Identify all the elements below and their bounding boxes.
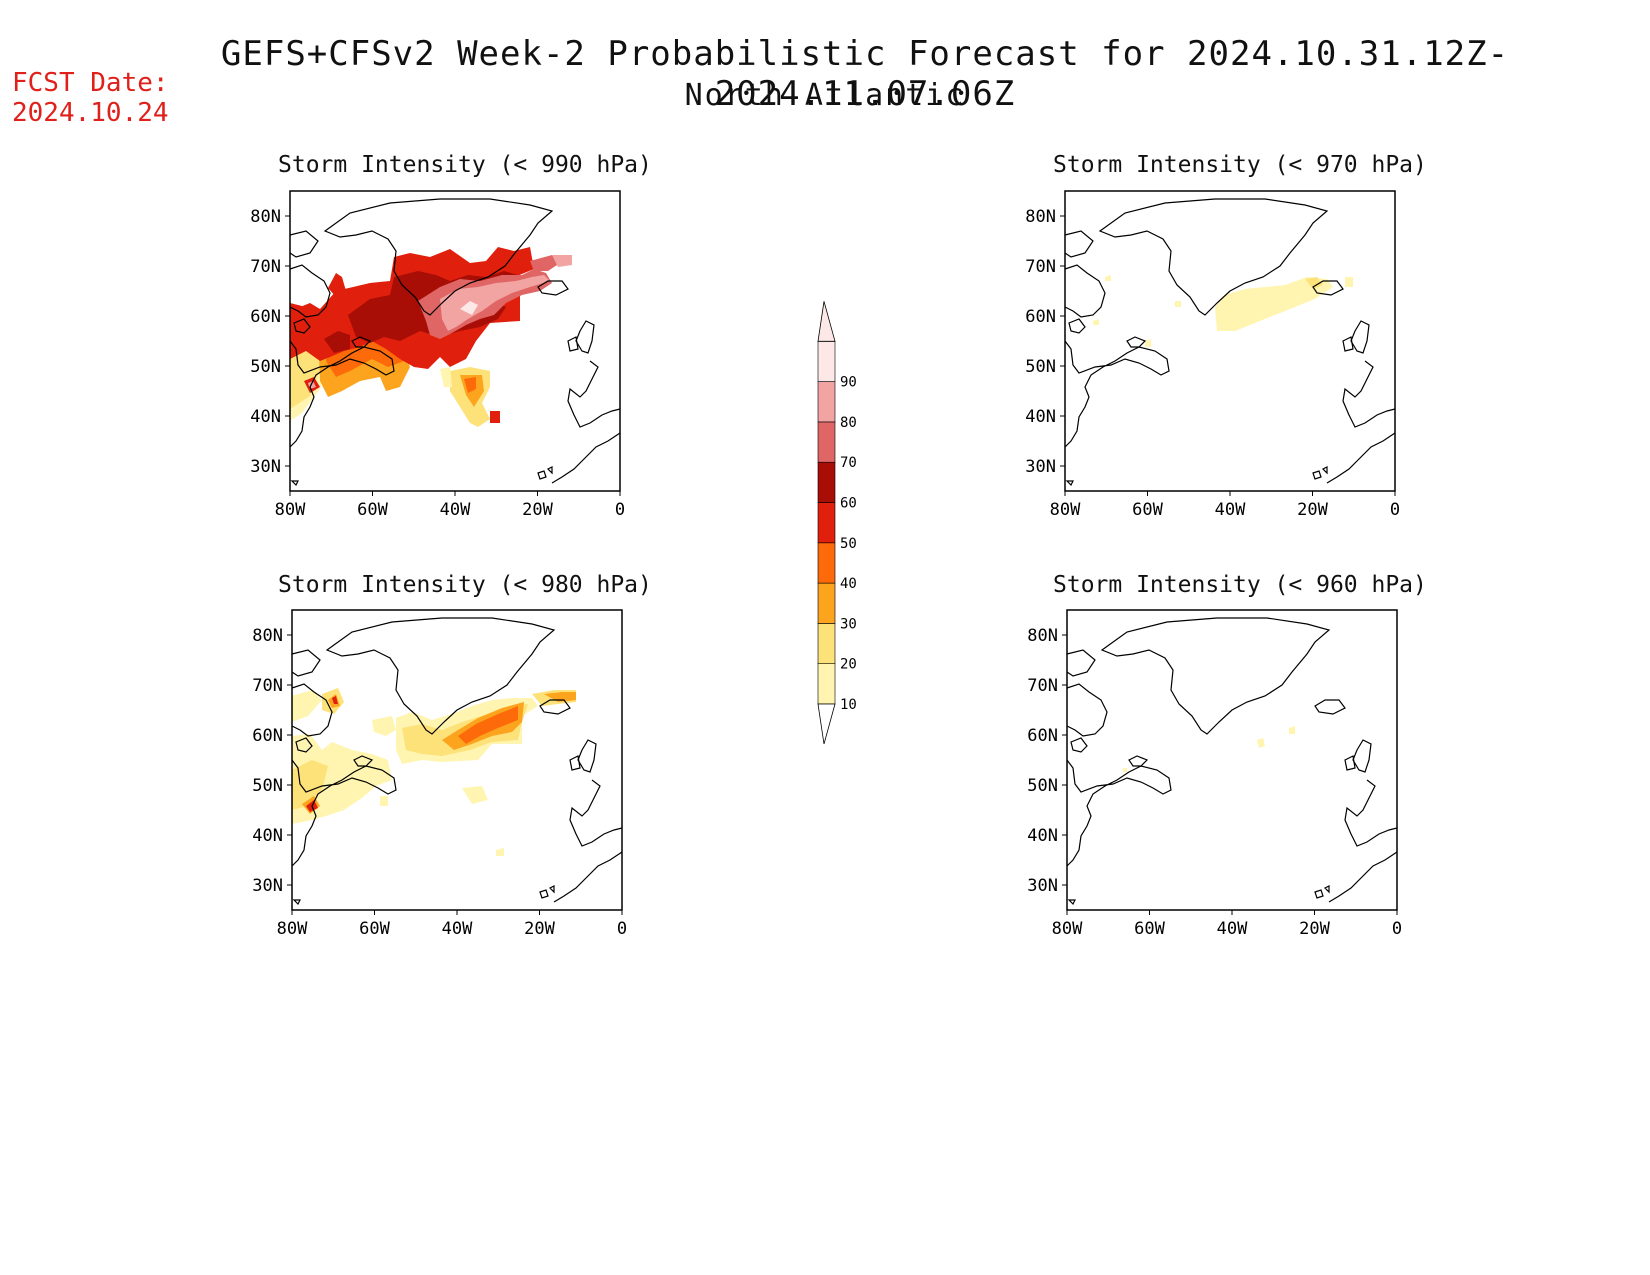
lat-tick-label: 70N [252,676,283,696]
lat-tick-label: 50N [252,776,283,796]
lat-tick-label: 30N [252,876,283,896]
lat-tick-label: 70N [1025,257,1056,277]
probability-field-970 [1093,275,1353,347]
map-frame-960 [1066,609,1398,911]
panel-title-980: Storm Intensity (< 980 hPa) [278,572,652,598]
lon-tick-label: 20W [1299,919,1330,939]
colorbar-cell [817,340,836,382]
colorbar-cell [817,663,836,705]
lat-tick-label: 70N [250,257,281,277]
colorbar-cell [817,381,836,423]
colorbar-top-arrow [817,301,836,342]
lat-tick-label: 30N [1027,876,1058,896]
lat-tick-label: 60N [1025,307,1056,327]
lat-tick-label: 40N [250,407,281,427]
lon-tick-label: 40W [440,500,471,520]
lat-tick-label: 40N [1027,826,1058,846]
colorbar-cell [817,461,836,503]
lat-axis-990: 80N 70N 60N 50N 40N 30N [250,207,290,477]
lat-tick-label: 40N [252,826,283,846]
panel-title-970: Storm Intensity (< 970 hPa) [1053,152,1427,178]
lon-axis-980: 80W 60W 40W 20W 0 [277,910,627,939]
lon-tick-label: 80W [277,919,308,939]
main-title: GEFS+CFSv2 Week-2 Probabilistic Forecast… [220,34,1510,114]
lon-tick-label: 20W [522,500,553,520]
lat-tick-label: 80N [252,626,283,646]
lon-tick-label: 0 [1392,919,1402,939]
lat-tick-label: 30N [250,457,281,477]
lat-tick-label: 80N [250,207,281,227]
colorbar-cell [817,623,836,665]
lon-tick-label: 0 [1390,500,1400,520]
lon-tick-label: 0 [615,500,625,520]
probability-field-980 [292,688,576,856]
colorbar-cell [817,421,836,463]
colorbar: 10 20 30 40 50 60 70 80 90 [817,301,857,745]
lon-tick-label: 80W [1052,919,1083,939]
colorbar-label: 70 [840,455,857,471]
colorbar-bottom-arrow [817,703,836,745]
lon-tick-label: 40W [1217,919,1248,939]
lon-tick-label: 80W [275,500,306,520]
lat-tick-label: 70N [1027,676,1058,696]
panel-title-960: Storm Intensity (< 960 hPa) [1053,572,1427,598]
lon-tick-label: 60W [359,919,390,939]
colorbar-cell [817,502,836,544]
lat-axis-960: 80N 70N 60N 50N 40N 30N [1027,626,1067,896]
lon-axis-970: 80W 60W 40W 20W 0 [1050,491,1400,520]
colorbar-label: 90 [840,375,857,391]
colorbar-label: 30 [840,616,857,632]
lat-axis-970: 80N 70N 60N 50N 40N 30N [1025,207,1065,477]
lon-tick-label: 40W [1215,500,1246,520]
forecast-date-block: FCST Date: 2024.10.24 [12,68,169,128]
colorbar-cell [817,542,836,584]
map-frame-970 [1064,190,1396,492]
lat-tick-label: 50N [250,357,281,377]
lat-tick-label: 50N [1027,776,1058,796]
probability-field-960 [1123,726,1295,772]
lon-tick-label: 80W [1050,500,1081,520]
lon-tick-label: 40W [442,919,473,939]
lon-axis-990: 80W 60W 40W 20W 0 [275,491,625,520]
colorbar-label: 10 [840,697,857,713]
colorbar-label: 60 [840,496,857,512]
lat-tick-label: 60N [1027,726,1058,746]
colorbar-label: 50 [840,536,857,552]
forecast-date-value: 2024.10.24 [12,98,169,128]
colorbar-label: 40 [840,576,857,592]
lat-tick-label: 60N [250,307,281,327]
lat-tick-label: 80N [1027,626,1058,646]
colorbar-cells [817,301,836,745]
lon-axis-960: 80W 60W 40W 20W 0 [1052,910,1402,939]
lon-tick-label: 60W [357,500,388,520]
probability-field-990 [290,247,572,427]
lon-tick-label: 0 [617,919,627,939]
lat-tick-label: 50N [1025,357,1056,377]
forecast-date-label: FCST Date: [12,68,169,98]
region-subtitle: North Atlantic [684,78,966,113]
map-panel-990: 80N 70N 60N 50N 40N 30N 80W 60W 40W 20W … [250,190,625,520]
lon-tick-label: 60W [1132,500,1163,520]
colorbar-label: 80 [840,415,857,431]
lat-tick-label: 80N [1025,207,1056,227]
lat-tick-label: 30N [1025,457,1056,477]
lon-tick-label: 20W [524,919,555,939]
lon-tick-label: 20W [1297,500,1328,520]
map-panel-980: 80N 70N 60N 50N 40N 30N 80W 60W 40W 20W … [252,609,627,939]
colorbar-cell [817,582,836,624]
colorbar-label: 20 [840,657,857,673]
colorbar-labels: 10 20 30 40 50 60 70 80 90 [840,375,857,713]
lat-axis-980: 80N 70N 60N 50N 40N 30N [252,626,292,896]
lon-tick-label: 60W [1134,919,1165,939]
lat-tick-label: 40N [1025,407,1056,427]
lat-tick-label: 60N [252,726,283,746]
map-panel-970: 80N 70N 60N 50N 40N 30N 80W 60W 40W 20W … [1025,190,1400,520]
panel-title-990: Storm Intensity (< 990 hPa) [278,152,652,178]
map-panel-960: 80N 70N 60N 50N 40N 30N 80W 60W 40W 20W … [1027,609,1402,939]
